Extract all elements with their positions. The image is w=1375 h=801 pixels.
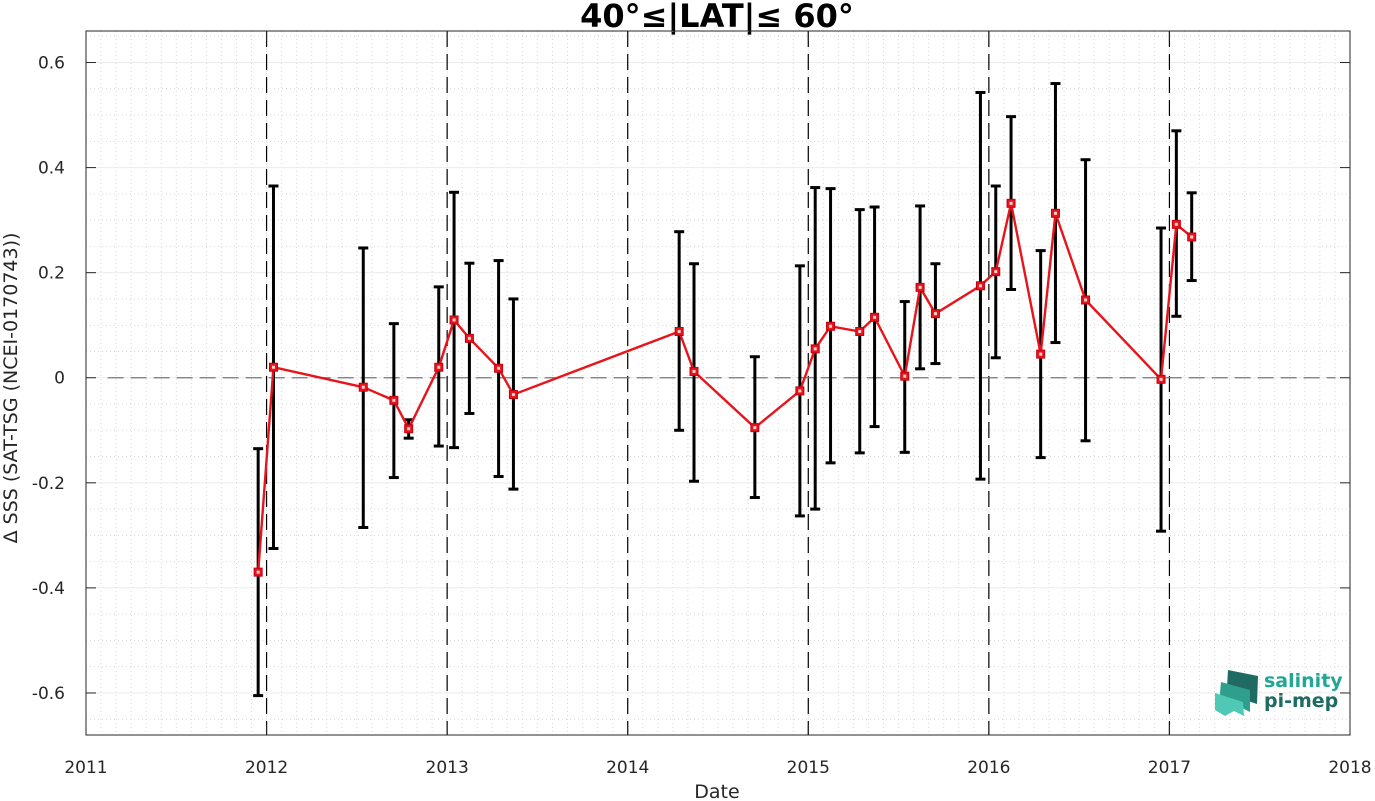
x-tick-label: 2011 (64, 758, 107, 778)
data-point-marker-center (1039, 352, 1043, 356)
data-point-marker-center (677, 330, 681, 334)
data-point-marker-center (1084, 298, 1088, 302)
data-markers (253, 198, 1197, 577)
data-point-marker-center (407, 427, 411, 431)
logo-text-pi-mep: pi-mep (1264, 690, 1338, 712)
x-axis-label: Date (694, 781, 739, 801)
data-point-marker-center (361, 385, 365, 389)
data-point-marker-center (437, 365, 441, 369)
salinity-pi-mep-logo: salinity pi-mep (1215, 670, 1343, 716)
data-point-marker-center (497, 366, 501, 370)
data-point-marker-center (271, 365, 275, 369)
data-point-marker-center (829, 324, 833, 328)
y-tick-label: -0.6 (32, 684, 65, 704)
data-point-marker-center (452, 318, 456, 322)
year-boundary-lines (265, 31, 1171, 735)
axes-box (85, 30, 1351, 736)
error-bars (253, 82, 1197, 698)
data-point-marker-center (873, 315, 877, 319)
data-point-marker-center (511, 393, 515, 397)
grid-minor (86, 31, 1350, 735)
x-tick-label: 2012 (245, 758, 288, 778)
y-tick-label: -0.2 (32, 474, 65, 494)
data-point-marker-center (256, 570, 260, 574)
y-tick-label: 0.2 (38, 264, 65, 284)
y-tick-label: 0.4 (38, 159, 65, 179)
series-line (256, 203, 1193, 573)
x-tick-labels: 2011 2012 2013 2014 2015 2016 2017 2018 (64, 758, 1371, 778)
y-tick-label: -0.4 (32, 579, 65, 599)
x-tick-label: 2016 (967, 758, 1010, 778)
data-point-marker-center (918, 285, 922, 289)
data-point-marker-center (978, 284, 982, 288)
x-tick-label: 2014 (606, 758, 649, 778)
data-point-marker-center (467, 336, 471, 340)
axis-ticks (85, 31, 1351, 735)
data-point-marker-center (1190, 235, 1194, 239)
data-point-marker-center (692, 369, 696, 373)
data-point-marker-center (798, 389, 802, 393)
data-point-marker-center (1174, 222, 1178, 226)
data-point-marker-center (1159, 377, 1163, 381)
data-point-marker-center (858, 330, 862, 334)
logo-waves-icon (1215, 670, 1258, 716)
data-point-marker-center (1053, 211, 1057, 215)
x-tick-label: 2017 (1148, 758, 1191, 778)
data-point-marker-center (1009, 201, 1013, 205)
x-tick-label: 2013 (426, 758, 469, 778)
data-point-marker-center (994, 270, 998, 274)
x-tick-label: 2018 (1328, 758, 1371, 778)
logo-text-salinity: salinity (1264, 670, 1343, 692)
y-tick-labels: 0.6 0.4 0.2 0 -0.2 -0.4 -0.6 (32, 54, 65, 704)
data-point-marker-center (813, 347, 817, 351)
y-axis-label: Δ SSS (SAT-TSG (NCEI-0170743)) (0, 233, 22, 544)
data-point-marker-center (933, 312, 937, 316)
x-tick-label: 2015 (787, 758, 830, 778)
data-point-marker-center (903, 374, 907, 378)
data-point-marker-center (392, 398, 396, 402)
y-tick-label: 0 (54, 369, 65, 389)
data-point-marker-center (753, 426, 757, 430)
y-tick-label: 0.6 (38, 54, 65, 74)
chart-title: 40°≤|LAT|≤ 60° (580, 0, 854, 36)
